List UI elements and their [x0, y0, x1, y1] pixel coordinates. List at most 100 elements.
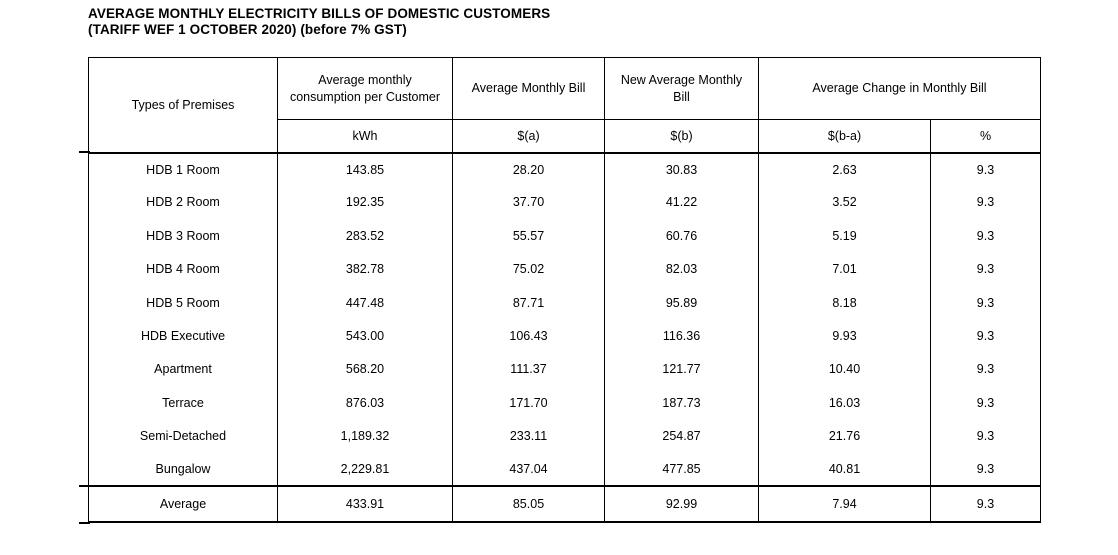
- cell-change-percent: 9.3: [930, 185, 1041, 220]
- cell-bill-a: 171.70: [452, 386, 605, 420]
- cell-premises: Average: [88, 485, 278, 523]
- cell-change-amount: 3.52: [758, 185, 931, 220]
- cell-bill-b: 254.87: [604, 419, 759, 454]
- cell-premises: HDB 3 Room: [88, 219, 278, 253]
- table-row: HDB 5 Room 447.48 87.71 95.89 8.18 9.3: [88, 286, 1041, 320]
- col-header-avg-bill: Average Monthly Bill: [452, 57, 605, 120]
- unit-bill-a: $(a): [452, 119, 605, 153]
- cell-premises: HDB 2 Room: [88, 185, 278, 220]
- col-header-avg-change: Average Change in Monthly Bill: [758, 57, 1041, 120]
- cell-bill-a: 28.20: [452, 152, 605, 186]
- cell-change-amount: 7.94: [758, 485, 931, 523]
- average-rule-overhang: [79, 485, 90, 487]
- cell-premises: Apartment: [88, 352, 278, 387]
- table-row: HDB 4 Room 382.78 75.02 82.03 7.01 9.3: [88, 252, 1041, 287]
- bottom-rule-overhang: [79, 522, 90, 524]
- table-row: HDB 3 Room 283.52 55.57 60.76 5.19 9.3: [88, 219, 1041, 253]
- cell-change-amount: 21.76: [758, 419, 931, 454]
- cell-change-percent: 9.3: [930, 485, 1041, 523]
- cell-change-amount: 5.19: [758, 219, 931, 253]
- cell-bill-b: 477.85: [604, 453, 759, 487]
- cell-change-percent: 9.3: [930, 453, 1041, 487]
- cell-kwh: 1,189.32: [277, 419, 453, 454]
- cell-kwh: 447.48: [277, 286, 453, 320]
- cell-kwh: 283.52: [277, 219, 453, 253]
- electricity-bills-table: Types of Premises Average monthly consum…: [88, 57, 1041, 523]
- header-rule-overhang: [79, 151, 90, 153]
- cell-premises: Terrace: [88, 386, 278, 420]
- cell-bill-b: 187.73: [604, 386, 759, 420]
- title-line-1: AVERAGE MONTHLY ELECTRICITY BILLS OF DOM…: [88, 6, 551, 21]
- cell-bill-a: 437.04: [452, 453, 605, 487]
- cell-change-percent: 9.3: [930, 352, 1041, 387]
- average-row: Average 433.91 85.05 92.99 7.94 9.3: [88, 485, 1041, 523]
- cell-bill-b: 92.99: [604, 485, 759, 523]
- unit-change-percent: %: [930, 119, 1041, 153]
- cell-change-percent: 9.3: [930, 152, 1041, 186]
- cell-premises: Semi-Detached: [88, 419, 278, 454]
- cell-change-percent: 9.3: [930, 386, 1041, 420]
- page-title: AVERAGE MONTHLY ELECTRICITY BILLS OF DOM…: [88, 6, 550, 38]
- cell-kwh: 876.03: [277, 386, 453, 420]
- table-row: Bungalow 2,229.81 437.04 477.85 40.81 9.3: [88, 453, 1041, 487]
- header-row-units: kWh $(a) $(b) $(b-a) %: [89, 119, 1041, 153]
- cell-change-amount: 7.01: [758, 252, 931, 287]
- table-body: HDB 1 Room 143.85 28.20 30.83 2.63 9.3 HDB 2 R…: [88, 152, 1041, 487]
- cell-bill-a: 233.11: [452, 419, 605, 454]
- cell-kwh: 192.35: [277, 185, 453, 220]
- cell-premises: Bungalow: [88, 453, 278, 487]
- cell-premises: HDB 5 Room: [88, 286, 278, 320]
- cell-change-amount: 16.03: [758, 386, 931, 420]
- cell-change-percent: 9.3: [930, 419, 1041, 454]
- cell-change-amount: 40.81: [758, 453, 931, 487]
- cell-bill-b: 95.89: [604, 286, 759, 320]
- cell-bill-b: 60.76: [604, 219, 759, 253]
- cell-kwh: 433.91: [277, 485, 453, 523]
- cell-bill-a: 111.37: [452, 352, 605, 387]
- table-row: HDB 2 Room 192.35 37.70 41.22 3.52 9.3: [88, 185, 1041, 220]
- table-row: HDB 1 Room 143.85 28.20 30.83 2.63 9.3: [88, 152, 1041, 186]
- cell-premises: HDB 1 Room: [88, 152, 278, 186]
- table-row: Semi-Detached 1,189.32 233.11 254.87 21.76 9.…: [88, 419, 1041, 454]
- unit-kwh: kWh: [277, 119, 453, 153]
- title-line-2: (TARIFF WEF 1 OCTOBER 2020) (before 7% G…: [88, 22, 407, 37]
- cell-change-percent: 9.3: [930, 219, 1041, 253]
- cell-change-percent: 9.3: [930, 252, 1041, 287]
- cell-kwh: 2,229.81: [277, 453, 453, 487]
- col-header-consumption: Average monthly consumption per Customer: [277, 57, 453, 120]
- cell-bill-a: 37.70: [452, 185, 605, 220]
- cell-bill-a: 106.43: [452, 319, 605, 353]
- table-header: Types of Premises Average monthly consum…: [88, 57, 1041, 153]
- col-header-new-avg-bill: New Average Monthly Bill: [604, 57, 759, 120]
- cell-change-amount: 10.40: [758, 352, 931, 387]
- cell-premises: HDB 4 Room: [88, 252, 278, 287]
- cell-change-percent: 9.3: [930, 319, 1041, 353]
- cell-kwh: 568.20: [277, 352, 453, 387]
- cell-bill-b: 41.22: [604, 185, 759, 220]
- table-row: HDB Executive 543.00 106.43 116.36 9.93 9.3: [88, 319, 1041, 353]
- cell-change-amount: 9.93: [758, 319, 931, 353]
- cell-bill-b: 30.83: [604, 152, 759, 186]
- cell-bill-a: 87.71: [452, 286, 605, 320]
- col-header-premises: Types of Premises: [88, 57, 278, 153]
- cell-kwh: 382.78: [277, 252, 453, 287]
- cell-kwh: 543.00: [277, 319, 453, 353]
- cell-bill-a: 55.57: [452, 219, 605, 253]
- cell-bill-a: 85.05: [452, 485, 605, 523]
- table-row: Apartment 568.20 111.37 121.77 10.40 9.3: [88, 352, 1041, 387]
- cell-kwh: 143.85: [277, 152, 453, 186]
- unit-change-amount: $(b-a): [758, 119, 931, 153]
- table-row: Terrace 876.03 171.70 187.73 16.03 9.3: [88, 386, 1041, 420]
- cell-bill-b: 121.77: [604, 352, 759, 387]
- cell-change-amount: 2.63: [758, 152, 931, 186]
- header-row-titles: Types of Premises Average monthly consum…: [88, 57, 1041, 153]
- cell-bill-b: 116.36: [604, 319, 759, 353]
- cell-change-amount: 8.18: [758, 286, 931, 320]
- cell-bill-a: 75.02: [452, 252, 605, 287]
- cell-premises: HDB Executive: [88, 319, 278, 353]
- cell-change-percent: 9.3: [930, 286, 1041, 320]
- unit-bill-b: $(b): [604, 119, 759, 153]
- cell-bill-b: 82.03: [604, 252, 759, 287]
- average-row-body: Average 433.91 85.05 92.99 7.94 9.3: [88, 485, 1041, 523]
